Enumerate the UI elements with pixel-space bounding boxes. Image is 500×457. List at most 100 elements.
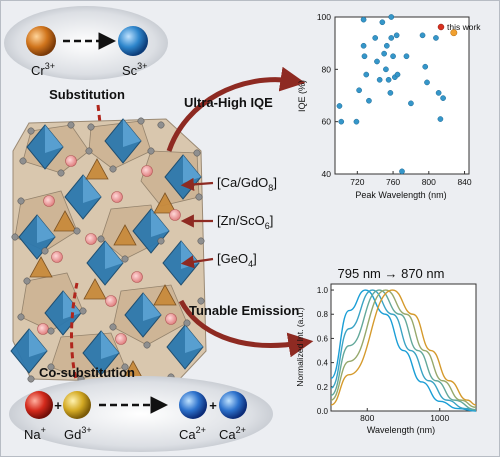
- cr-label: Cr3+: [31, 61, 55, 78]
- scatter-point: [388, 35, 395, 41]
- octahedral-facet: [101, 331, 119, 359]
- octahedral-facet: [45, 125, 63, 153]
- oxygen-sphere: [23, 277, 31, 285]
- spectra-title: 795 nm → 870 nm: [338, 266, 445, 281]
- scatter-point: [338, 118, 345, 125]
- site-arrow-dodecahedral: [180, 177, 214, 191]
- scatter-point: [437, 116, 444, 122]
- spectra-x-tick-label: 1000: [430, 413, 449, 423]
- cation-sphere: [169, 209, 181, 221]
- tetrahedral-site: [83, 278, 107, 300]
- scatter-x-tick-label: 720: [350, 177, 364, 187]
- na-ion-sphere: [25, 391, 53, 419]
- spectra-y-label: Normalized Int. (a.u.): [295, 307, 305, 387]
- oxygen-sphere: [183, 319, 191, 327]
- scatter-y-label: IQE (%): [297, 80, 307, 112]
- oxygen-sphere: [195, 193, 203, 201]
- scatter-point: [363, 71, 370, 78]
- scatter-x-tick-label: 840: [457, 177, 471, 187]
- oxygen-sphere: [143, 341, 151, 349]
- octahedral-facet: [185, 325, 203, 353]
- gd-ion-sphere: [63, 391, 91, 419]
- oxygen-sphere: [79, 307, 87, 315]
- cr-ion-sphere: [26, 26, 56, 56]
- plus-sign-1: +: [54, 398, 62, 413]
- scatter-point: [336, 103, 343, 109]
- scatter-point: [361, 53, 368, 60]
- emission-spectra-chart: 795 nm → 870 nm Wavelength (nm) Normaliz…: [295, 266, 477, 435]
- spectra-series-line: [330, 289, 477, 406]
- cation-sphere: [131, 271, 143, 283]
- cation-sphere: [141, 165, 153, 177]
- tetrahedral-site: [153, 284, 177, 306]
- oxygen-sphere: [157, 121, 165, 129]
- site-label-tetrahedral: [GeO4]: [217, 251, 257, 269]
- oxygen-sphere: [87, 123, 95, 131]
- scatter-point: [360, 42, 367, 49]
- ca-ion-sphere-2: [219, 391, 247, 419]
- spectra-y-tick-label: 0.2: [317, 383, 329, 392]
- scatter-point: [374, 58, 380, 65]
- co-substitution-label: Co-substitution: [39, 365, 135, 380]
- spectra-y-tick-label: 0.4: [317, 359, 329, 368]
- scatter-plot-area: [335, 17, 469, 174]
- iqe-scatter-chart: Peak Wavelength (nm) IQE (%) this work 7…: [297, 12, 481, 200]
- oxygen-sphere: [67, 121, 75, 129]
- scatter-point: [394, 71, 401, 78]
- octahedral-facet: [151, 209, 169, 237]
- oxygen-sphere: [73, 227, 81, 235]
- scatter-point: [366, 97, 372, 104]
- scatter-point: [440, 95, 446, 101]
- octahedral-facet: [183, 155, 201, 183]
- scatter-point: [433, 35, 439, 41]
- tetrahedral-site: [153, 192, 177, 214]
- ca-label-2: Ca2+: [219, 425, 246, 442]
- oxygen-sphere: [41, 247, 49, 255]
- scatter-point: [356, 87, 362, 94]
- spectra-y-tick-label: 0.8: [317, 310, 329, 319]
- oxygen-sphere: [27, 127, 35, 135]
- scatter-legend-label: this work: [447, 22, 481, 32]
- cation-sphere: [37, 323, 49, 335]
- oxygen-sphere: [193, 149, 201, 157]
- spectra-x-tick-label: 800: [360, 413, 374, 423]
- octahedral-facet: [123, 119, 141, 147]
- sc-label: Sc3+: [122, 61, 147, 78]
- scatter-x-tick-label: 800: [422, 177, 436, 187]
- site-label-octahedral: [Zn/ScO6]: [217, 213, 273, 231]
- oxygen-sphere: [137, 117, 145, 125]
- scatter-point: [388, 14, 395, 20]
- scatter-point: [360, 16, 367, 23]
- octahedral-facet: [37, 215, 55, 243]
- scatter-point: [385, 76, 392, 83]
- scatter-point-this-work: [450, 29, 458, 37]
- scatter-point: [419, 32, 426, 39]
- oxygen-sphere: [17, 197, 25, 205]
- emission-curved-arrow: [178, 299, 314, 358]
- oxygen-sphere: [57, 169, 65, 177]
- scatter-point: [435, 90, 442, 96]
- scatter-point: [353, 118, 360, 125]
- site-arrow-tetrahedral: [180, 255, 214, 269]
- cation-sphere: [111, 191, 123, 203]
- scatter-point: [393, 32, 400, 39]
- scatter-y-tick-label: 100: [317, 12, 331, 22]
- scatter-point: [379, 19, 386, 26]
- oxygen-sphere: [197, 297, 205, 305]
- sc-ion-sphere: [118, 26, 148, 56]
- oxygen-sphere: [27, 375, 35, 383]
- scatter-point: [422, 63, 429, 70]
- tetrahedral-site: [53, 210, 77, 232]
- scatter-point: [372, 35, 379, 41]
- scatter-x-label: Peak Wavelength (nm): [355, 190, 446, 200]
- oxygen-sphere: [11, 233, 19, 241]
- oxygen-sphere: [197, 237, 205, 245]
- spectra-frame: [330, 283, 477, 412]
- octahedral-facet: [83, 175, 101, 203]
- cation-sphere: [65, 155, 77, 167]
- ca-label-1: Ca2+: [179, 425, 206, 442]
- oxygen-sphere: [19, 157, 27, 165]
- gd-label: Gd3+: [64, 425, 92, 442]
- scatter-y-tick-label: 80: [322, 64, 332, 74]
